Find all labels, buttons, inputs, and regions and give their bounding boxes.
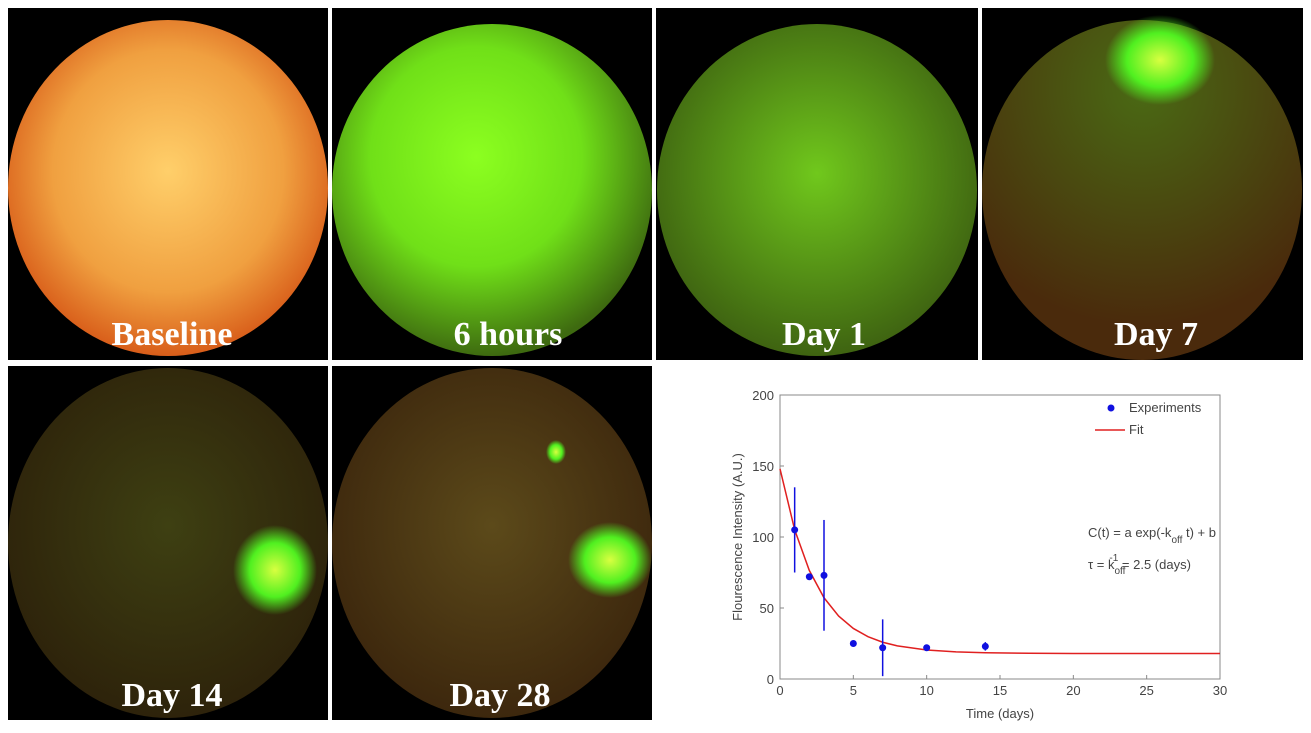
y-tick-label: 50 bbox=[760, 601, 774, 616]
x-tick-label: 5 bbox=[850, 683, 857, 698]
data-point bbox=[879, 644, 887, 652]
y-tick-label: 200 bbox=[752, 388, 774, 403]
panel-label: Day 14 bbox=[121, 677, 222, 714]
x-tick-label: 15 bbox=[993, 683, 1007, 698]
annotation: C(t) = a exp(-koff t) + b bbox=[1088, 525, 1216, 546]
panel-label: Day 1 bbox=[782, 316, 866, 353]
y-axis-label: Flourescence Intensity (A.U.) bbox=[730, 453, 745, 621]
x-tick-label: 30 bbox=[1213, 683, 1227, 698]
chart: Time (days) Flourescence Intensity (A.U.… bbox=[730, 388, 1227, 721]
data-point bbox=[791, 526, 799, 534]
legend-marker bbox=[1107, 404, 1115, 412]
panel-label: Day 28 bbox=[449, 677, 550, 714]
annotation: τ = koff-1 = 2.5 (days) bbox=[1088, 553, 1191, 577]
x-tick-label: 10 bbox=[919, 683, 933, 698]
y-tick-label: 0 bbox=[767, 672, 774, 687]
y-tick-label: 100 bbox=[752, 530, 774, 545]
x-tick-label: 0 bbox=[776, 683, 783, 698]
data-point bbox=[923, 644, 931, 652]
panel-label: 6 hours bbox=[454, 316, 563, 353]
panel-label: Baseline bbox=[112, 316, 233, 353]
image-panels: Baseline 6 hours Day 1 Day 7 Day 14 Day … bbox=[8, 8, 1303, 720]
x-axis-label: Time (days) bbox=[966, 706, 1034, 721]
data-point bbox=[820, 571, 828, 579]
y-tick-label: 150 bbox=[752, 459, 774, 474]
data-point bbox=[805, 573, 813, 581]
legend-label: Experiments bbox=[1129, 400, 1202, 415]
data-point bbox=[981, 642, 989, 650]
x-tick-label: 25 bbox=[1139, 683, 1153, 698]
panel-label: Day 7 bbox=[1114, 316, 1198, 353]
data-point bbox=[849, 640, 857, 647]
legend-label: Fit bbox=[1129, 422, 1144, 437]
x-tick-label: 20 bbox=[1066, 683, 1080, 698]
fit-line bbox=[779, 468, 1220, 655]
